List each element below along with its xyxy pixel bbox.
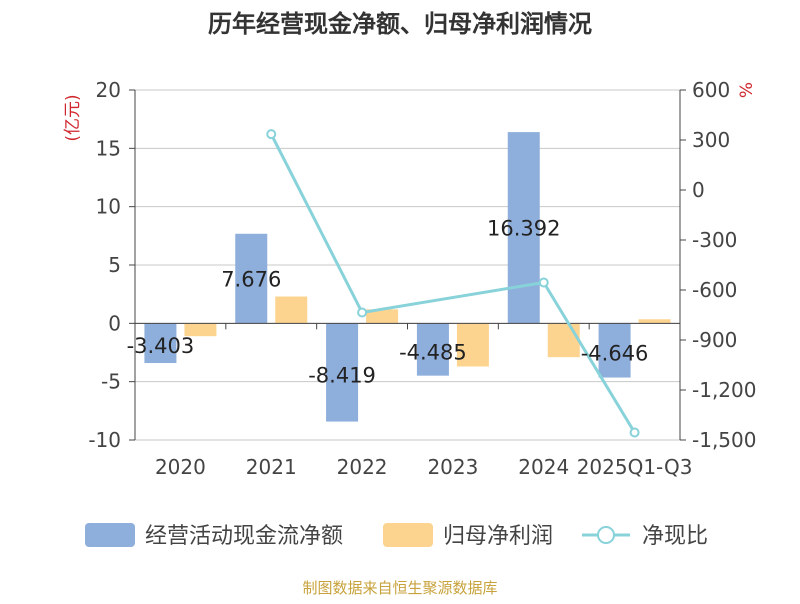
right-tick-label: 300 <box>692 128 730 152</box>
legend-swatch-cashflow <box>85 523 135 547</box>
legend: 经营活动现金流净额 归母净利润 净现比 <box>85 523 708 549</box>
labels-layer: -3.403 7.676 -8.419 -4.485 16.392 -4.646 <box>127 217 649 388</box>
right-tick-label: 600 <box>692 78 730 102</box>
profit-bar <box>366 309 399 324</box>
legend-label-cashflow: 经营活动现金流净额 <box>145 524 343 549</box>
cashflow-value-label: -3.403 <box>127 334 195 358</box>
cashflow-bar <box>235 233 268 324</box>
ratio-point <box>357 307 368 318</box>
left-tick-label: -5 <box>101 370 121 394</box>
left-tick-label: 15 <box>96 136 121 160</box>
legend-swatch-profit <box>383 523 433 547</box>
cashflow-bar <box>598 323 631 378</box>
right-axis-unit: % <box>737 82 757 98</box>
left-tick-label: 10 <box>96 195 121 219</box>
x-tick-label: 2020 <box>155 455 206 479</box>
x-tick-label: 2021 <box>246 455 297 479</box>
profit-bar <box>547 323 580 358</box>
grid-layer <box>135 89 680 441</box>
line-layer <box>266 129 640 438</box>
cashflow-bar <box>326 323 359 422</box>
left-tick-label: 0 <box>108 311 121 335</box>
right-tick-label: -900 <box>692 328 737 352</box>
left-tick-label: 20 <box>96 78 121 102</box>
ratio-line-segment <box>542 281 636 434</box>
cashflow-value-label: -8.419 <box>308 363 376 387</box>
x-tick-label: 2025Q1-Q3 <box>577 455 693 479</box>
x-tick-label: 2023 <box>427 455 478 479</box>
ratio-point <box>266 129 277 140</box>
cashflow-value-label: 16.392 <box>487 217 560 241</box>
left-tick-label: 5 <box>108 253 121 277</box>
right-tick-label: -1,200 <box>692 378 756 402</box>
right-tick-label: -300 <box>692 228 737 252</box>
source-note: 制图数据来自恒生聚源数据库 <box>302 579 497 597</box>
cashflow-value-label: -4.646 <box>581 341 649 365</box>
profit-bar <box>275 296 308 324</box>
right-tick-label: -1,500 <box>692 428 756 452</box>
ratio-line-segment <box>269 133 364 314</box>
left-axis-unit: (亿元) <box>63 94 83 141</box>
right-tick-label: -600 <box>692 278 737 302</box>
ratio-point <box>629 427 640 438</box>
chart-title: 历年经营现金净额、归母净利润情况 <box>208 10 592 38</box>
cashflow-value-label: -4.485 <box>399 340 467 364</box>
profit-bar <box>638 319 671 324</box>
x-tick-label: 2022 <box>337 455 388 479</box>
left-tick-label: -10 <box>88 428 121 452</box>
legend-label-profit: 归母净利润 <box>443 524 553 549</box>
right-tick-label: 0 <box>692 178 705 202</box>
cashflow-bar <box>416 323 449 376</box>
cashflow-value-label: 7.676 <box>221 268 281 292</box>
ratio-line-segment <box>361 281 544 314</box>
profit-bar <box>184 323 217 337</box>
cashflow-bar <box>144 323 177 364</box>
bars-layer <box>144 132 671 422</box>
profit-bar <box>456 323 489 367</box>
cashflow-bar <box>507 132 540 324</box>
x-tick-label: 2024 <box>518 455 569 479</box>
legend-label-ratio: 净现比 <box>642 524 708 549</box>
ratio-point <box>538 277 549 288</box>
legend-marker-ratio <box>597 526 615 544</box>
axes-layer: -10 -5 0 5 10 15 20 -1,500 -1,200 -900 -600 -300 0 30… <box>63 78 757 479</box>
